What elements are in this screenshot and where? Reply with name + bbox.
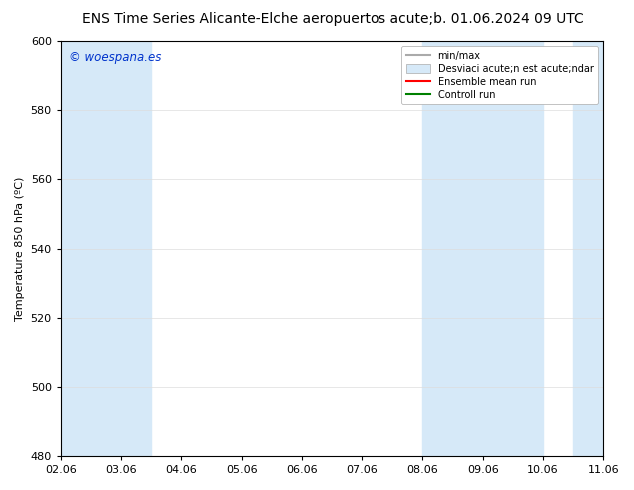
Bar	[91, 41, 152, 456]
Text: s acute;b. 01.06.2024 09 UTC: s acute;b. 01.06.2024 09 UTC	[377, 12, 583, 26]
Legend: min/max, Desviaci acute;n est acute;ndar, Ensemble mean run, Controll run: min/max, Desviaci acute;n est acute;ndar…	[401, 46, 598, 104]
Text: © woespana.es: © woespana.es	[69, 51, 161, 64]
Bar	[482, 41, 543, 456]
Bar	[422, 41, 482, 456]
Text: ENS Time Series Alicante-Elche aeropuerto: ENS Time Series Alicante-Elche aeropuert…	[82, 12, 380, 26]
Bar	[573, 41, 603, 456]
Y-axis label: Temperature 850 hPa (ºC): Temperature 850 hPa (ºC)	[15, 176, 25, 320]
Bar	[61, 41, 91, 456]
